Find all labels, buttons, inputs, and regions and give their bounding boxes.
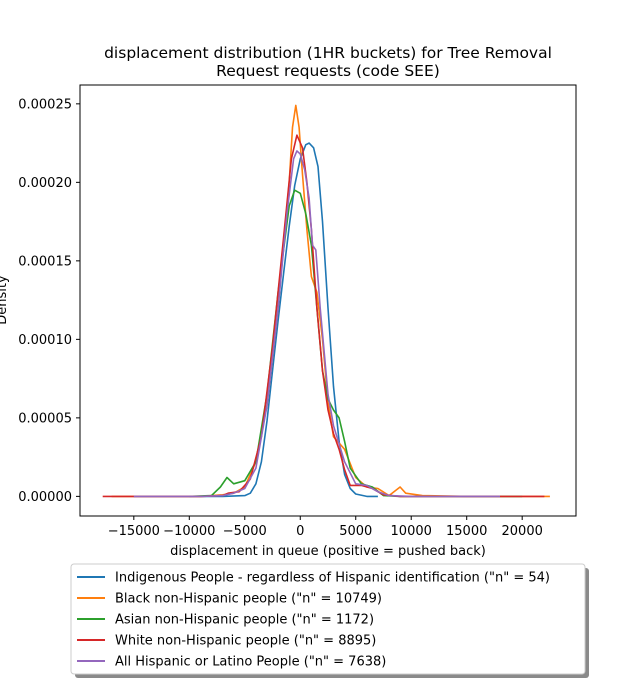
x-tick-label: 5000 <box>339 524 372 539</box>
x-tick-label: −15000 <box>108 524 160 539</box>
plot-area-frame <box>79 84 577 517</box>
legend-label-4: All Hispanic or Latino People ("n" = 763… <box>115 655 386 670</box>
series-line-4 <box>133 150 500 498</box>
x-axis-ticks: −15000 −10000 −5000 0 5000 10000 15000 20000 <box>108 516 543 539</box>
x-axis-label: displacement in queue (positive = pushed… <box>170 544 486 559</box>
legend: Indigenous People - regardless of Hispan… <box>70 563 589 678</box>
series-line-2 <box>189 189 523 498</box>
y-tick-label: 0.00020 <box>18 176 72 191</box>
y-tick-label: 0.00005 <box>18 411 72 426</box>
legend-label-3: White non-Hispanic people ("n" = 8895) <box>115 634 376 649</box>
x-tick-label: 10000 <box>391 524 432 539</box>
legend-label-0: Indigenous People - regardless of Hispan… <box>115 571 550 586</box>
chart-title-line-2: Request requests (code SEE) <box>216 62 440 80</box>
y-axis-label: Density <box>0 275 10 325</box>
plot-lines <box>102 104 550 498</box>
y-tick-label: 0.00010 <box>18 333 72 348</box>
legend-box <box>70 563 586 675</box>
x-tick-label: 0 <box>296 524 304 539</box>
chart-title-line-1: displacement distribution (1HR buckets) … <box>104 44 552 62</box>
y-tick-label: 0.00000 <box>18 490 72 505</box>
x-tick-label: 20000 <box>502 524 543 539</box>
x-tick-label: −10000 <box>163 524 215 539</box>
y-tick-label: 0.00025 <box>18 97 72 112</box>
x-tick-label: 15000 <box>446 524 487 539</box>
x-tick-label: −5000 <box>223 524 267 539</box>
y-tick-label: 0.00015 <box>18 254 72 269</box>
legend-label-1: Black non-Hispanic people ("n" = 10749) <box>115 592 382 607</box>
legend-label-2: Asian non-Hispanic people ("n" = 1172) <box>115 613 374 628</box>
y-axis-ticks: 0.00000 0.00005 0.00010 0.00015 0.00020 0.000… <box>18 97 80 505</box>
legend-items: Indigenous People - regardless of Hispan… <box>77 571 550 670</box>
